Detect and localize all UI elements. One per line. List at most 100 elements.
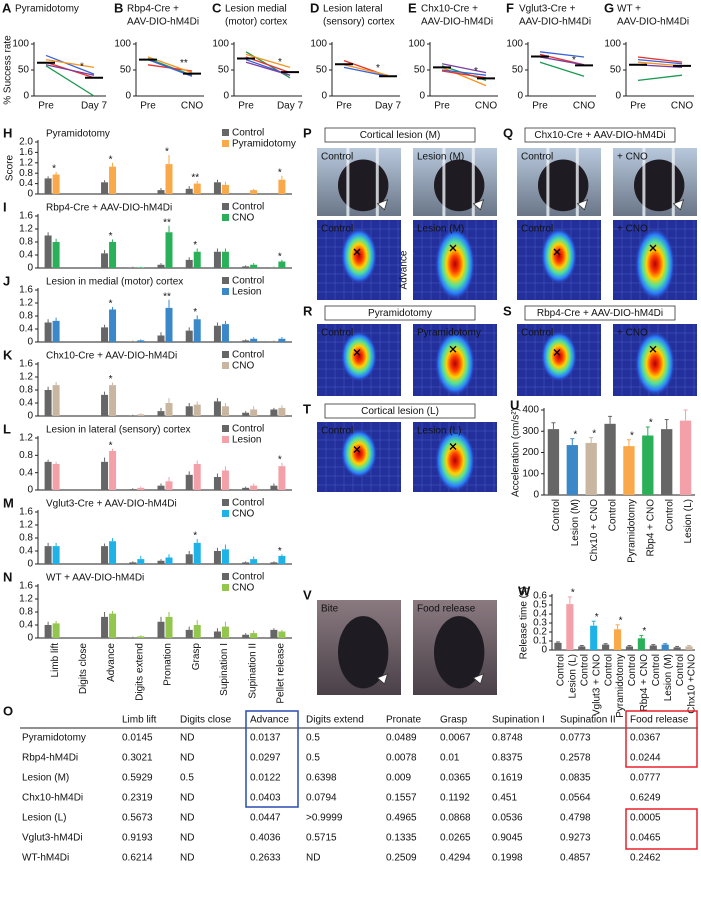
bar — [649, 645, 657, 650]
arrowhead — [376, 199, 389, 211]
panel-letter: O — [3, 703, 13, 718]
bar — [101, 253, 109, 268]
photo-label: Food release — [417, 604, 476, 615]
panel-letter: D — [310, 0, 319, 15]
significance: * — [630, 430, 634, 441]
animal-line — [45, 64, 95, 76]
heatmap-label: + CNO — [617, 224, 648, 235]
bar — [278, 631, 286, 638]
panel-title: AAV-DIO-hM4Di — [127, 17, 199, 28]
y-axis-label: Score — [5, 155, 16, 182]
significance: * — [193, 531, 197, 542]
x-tick-label: Day 7 — [277, 101, 304, 112]
bar — [242, 266, 250, 268]
legend-swatch — [222, 436, 229, 443]
legend-swatch — [222, 510, 229, 517]
panel-letter: I — [3, 199, 7, 214]
legend-swatch — [222, 277, 229, 284]
panel-title: WT + AAV-DIO-hM4Di — [46, 573, 144, 584]
x-tick-label: CNO — [671, 101, 693, 112]
y-tick-label: 0.4 — [19, 467, 33, 478]
y-tick-label: 100 — [12, 39, 29, 50]
table-cell: 0.8748 — [492, 733, 523, 744]
bar — [547, 429, 560, 495]
column-header: Supination I — [492, 715, 545, 726]
peak-marker — [449, 345, 457, 353]
panel-title: Chx10-Cre + AAV-DIO-hM4Di — [534, 130, 665, 141]
photo-subject — [434, 616, 485, 689]
bar — [44, 235, 52, 268]
bar — [193, 464, 201, 490]
panel-letter: B — [114, 0, 123, 15]
y-tick-label: 1.2 — [19, 594, 33, 605]
animal-line — [245, 56, 291, 74]
y-tick-label: 0.6 — [533, 591, 547, 602]
bar — [213, 477, 221, 490]
bar — [109, 309, 117, 342]
panel-title: Rbp4-Cre + AAV-DIO-hM4Di — [46, 203, 172, 214]
row-label: Chx10-hM4Di — [22, 793, 83, 804]
table-cell: 0.0078 — [386, 753, 417, 764]
y-tick-label: 50 — [610, 65, 622, 76]
y-tick-label: 0.4 — [19, 620, 33, 631]
bar — [109, 541, 117, 564]
x-tick-label: Control — [551, 499, 562, 531]
title-box — [324, 305, 476, 321]
y-tick-label: 0.4 — [19, 250, 33, 261]
y-tick-label: 0.2 — [533, 627, 547, 638]
significance: * — [474, 66, 478, 77]
row-label: Lesion (L) — [22, 813, 66, 824]
x-tick-label: Control — [651, 654, 662, 686]
bar — [250, 264, 258, 268]
y-tick-label: 2.0 — [19, 137, 33, 148]
table-cell: ND — [180, 853, 194, 864]
bar — [165, 164, 173, 194]
panel-title: Cortical lesion (L) — [361, 406, 439, 417]
bar — [165, 403, 173, 416]
heat-blob — [341, 331, 377, 382]
legend-swatch — [222, 499, 229, 506]
bar — [101, 546, 109, 564]
bar — [270, 485, 278, 490]
y-tick-label: 0 — [517, 91, 523, 102]
bar — [157, 335, 165, 342]
table-cell: 0.0265 — [440, 833, 471, 844]
animal-line — [539, 51, 585, 58]
panel-title: AAV-DIO-hM4Di — [617, 17, 689, 28]
bar — [129, 637, 137, 638]
panel-letter: E — [408, 0, 417, 15]
table-cell: 0.0773 — [560, 733, 591, 744]
x-tick-label: Vglut3 + CNO — [591, 654, 602, 716]
bar — [52, 385, 60, 416]
significance: * — [193, 240, 197, 251]
bar — [129, 489, 137, 490]
bar — [137, 267, 145, 268]
panel-letter: L — [3, 421, 11, 436]
y-tick-label: 1.2 — [19, 520, 33, 531]
legend-label: Control — [232, 572, 264, 583]
bar — [602, 644, 610, 650]
significance: ** — [180, 58, 188, 69]
bar — [213, 182, 221, 194]
y-tick-label: 0 — [419, 91, 425, 102]
column-header: Supination II — [560, 715, 616, 726]
table-cell: 0.0536 — [492, 813, 523, 824]
x-tick-label: Lesion (M) — [663, 654, 674, 701]
axis — [429, 42, 498, 97]
peak-marker — [553, 348, 561, 356]
table-cell: 0.0403 — [250, 793, 281, 804]
heat-blob — [341, 228, 377, 284]
bar — [604, 423, 616, 495]
x-tick-label: Pre — [238, 101, 254, 112]
table-cell: 0.1192 — [440, 793, 470, 804]
y-tick-label: 1.2 — [19, 298, 33, 309]
bar — [157, 560, 165, 564]
panel-letter: Q — [503, 125, 513, 140]
animal-line — [45, 65, 95, 97]
y-tick-label: 0.8 — [19, 385, 33, 396]
x-tick-label: Pre — [140, 101, 156, 112]
y-tick-label: 0.8 — [19, 533, 33, 544]
legend-swatch — [222, 351, 229, 358]
bar — [250, 485, 258, 490]
bar — [52, 464, 60, 490]
